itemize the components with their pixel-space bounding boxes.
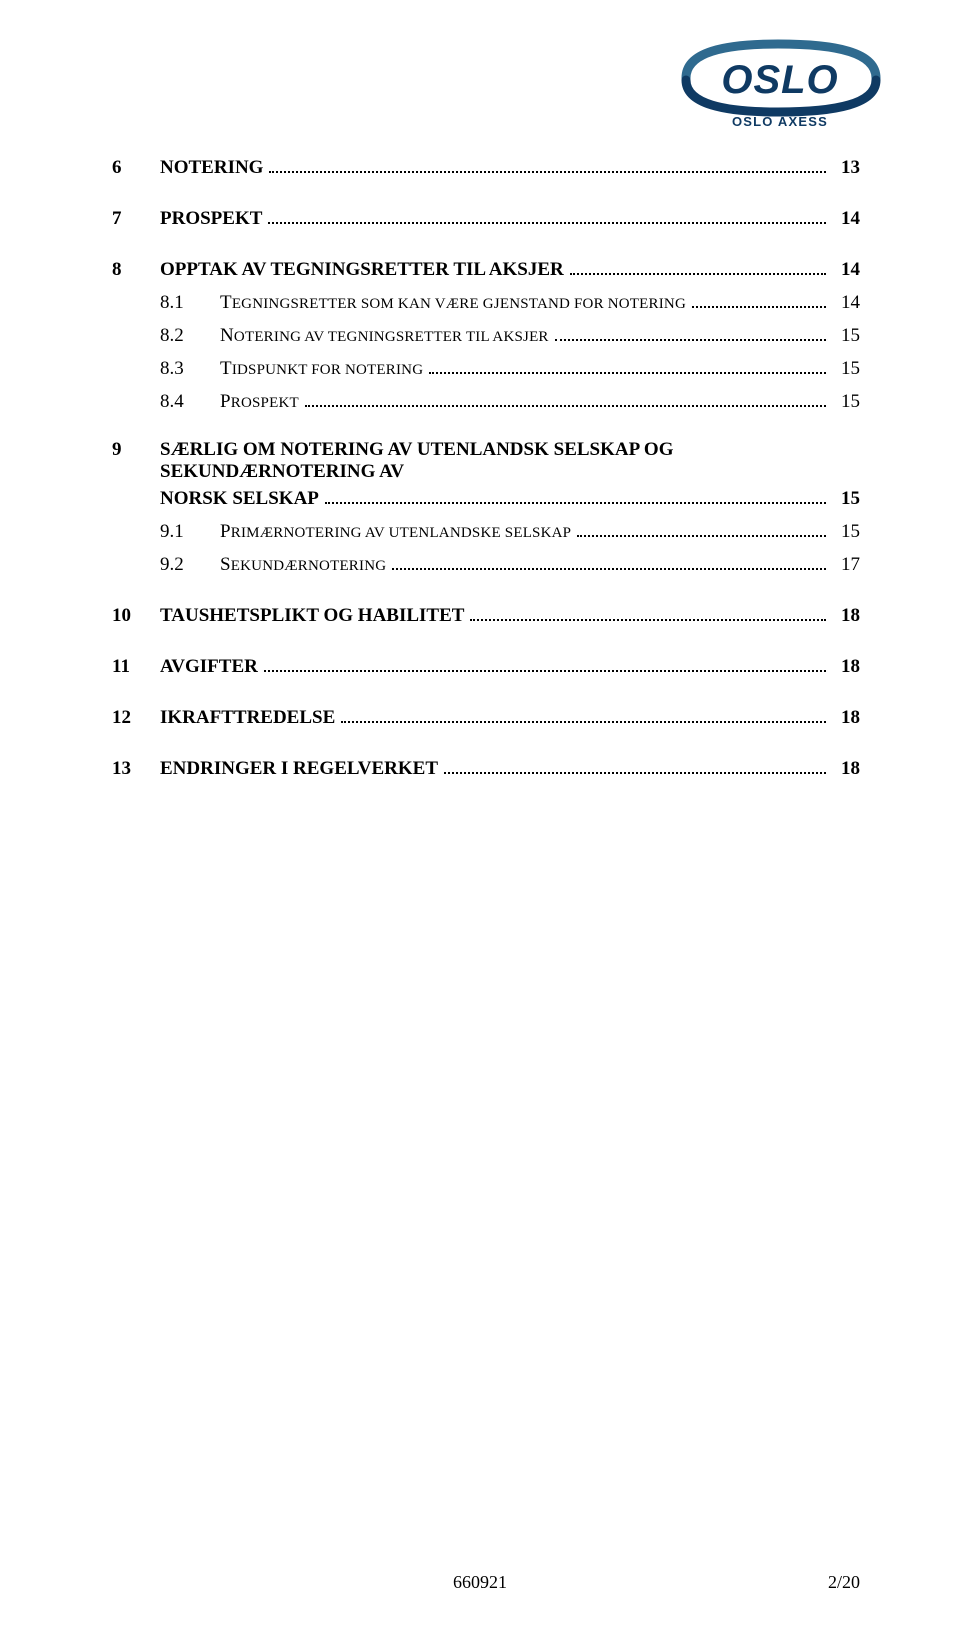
toc-leader	[341, 704, 826, 723]
toc-page: 15	[832, 391, 860, 413]
toc-entry-sub: 9.2Sekundærnotering 17	[112, 551, 860, 576]
toc-entry-main: 8OPPTAK AV TEGNINGSRETTER TIL AKSJER 14	[112, 256, 860, 281]
toc-page: 13	[832, 157, 860, 179]
toc-page: 15	[832, 488, 860, 510]
toc-entry-sub: 8.4Prospekt 15	[112, 388, 860, 413]
toc-title: IKRAFTTREDELSE	[160, 707, 335, 729]
toc-leader	[577, 518, 826, 537]
toc-title: TAUSHETSPLIKT OG HABILITET	[160, 605, 464, 627]
toc-leader	[555, 322, 826, 341]
toc-page: 14	[832, 208, 860, 230]
toc-page: 18	[832, 758, 860, 780]
toc-number: 8.3	[160, 358, 220, 380]
toc-entry-main: 12IKRAFTTREDELSE 18	[112, 704, 860, 729]
toc-leader	[470, 602, 826, 621]
toc-page: 14	[832, 292, 860, 314]
table-of-contents: 6NOTERING137PROSPEKT148OPPTAK AV TEGNING…	[112, 154, 860, 780]
toc-title: SÆRLIG OM NOTERING AV UTENLANDSK SELSKAP…	[160, 439, 860, 483]
toc-entry-main: 13ENDRINGER I REGELVERKET 18	[112, 755, 860, 780]
toc-gap	[112, 421, 860, 439]
toc-title: NORSK SELSKAP	[160, 488, 319, 510]
toc-number: 6	[112, 157, 160, 179]
toc-gap	[112, 238, 860, 256]
toc-number: 8	[112, 259, 160, 281]
toc-entry-main: 10TAUSHETSPLIKT OG HABILITET 18	[112, 602, 860, 627]
toc-leader	[392, 551, 826, 570]
toc-number: 7	[112, 208, 160, 230]
toc-page: 15	[832, 521, 860, 543]
toc-entry-sub: 9.1Primærnotering av utenlandske selskap…	[112, 518, 860, 543]
toc-gap	[112, 737, 860, 755]
toc-leader	[429, 355, 826, 374]
toc-entry-sub: 8.2Notering av tegningsretter til aksjer…	[112, 322, 860, 347]
toc-leader	[325, 485, 826, 504]
toc-gap	[112, 187, 860, 205]
toc-leader	[305, 388, 826, 407]
toc-gap	[112, 686, 860, 704]
toc-page: 18	[832, 605, 860, 627]
toc-page: 18	[832, 707, 860, 729]
toc-title: AVGIFTER	[160, 656, 258, 678]
toc-title: ENDRINGER I REGELVERKET	[160, 758, 438, 780]
toc-entry-sub: 8.3Tidspunkt for notering 15	[112, 355, 860, 380]
toc-number: 9.1	[160, 521, 220, 543]
toc-number: 10	[112, 605, 160, 627]
toc-number: 8.1	[160, 292, 220, 314]
page-number: 2/20	[828, 1572, 860, 1593]
toc-title: Tidspunkt for notering	[220, 358, 423, 380]
toc-page: 17	[832, 554, 860, 576]
toc-title: Tegningsretter som kan være gjenstand fo…	[220, 292, 686, 314]
toc-title: Notering av tegningsretter til aksjer	[220, 325, 549, 347]
toc-leader	[444, 755, 826, 774]
toc-entry-main: 6NOTERING 13	[112, 154, 860, 179]
oslo-axess-logo: OSLO OSLO AXESS	[680, 38, 890, 130]
toc-number: 8.2	[160, 325, 220, 347]
toc-number: 9.2	[160, 554, 220, 576]
toc-title: NOTERING	[160, 157, 263, 179]
document-page: OSLO OSLO AXESS 6NOTERING137PROSPEKT148O…	[0, 0, 960, 1628]
toc-page: 15	[832, 358, 860, 380]
toc-entry-main: 11AVGIFTER 18	[112, 653, 860, 678]
toc-entry-main: 9SÆRLIG OM NOTERING AV UTENLANDSK SELSKA…	[112, 439, 860, 518]
toc-title: PROSPEKT	[160, 208, 262, 230]
toc-entry-main: 7PROSPEKT 14	[112, 205, 860, 230]
document-id: 660921	[453, 1572, 507, 1593]
toc-entry-sub: 8.1Tegningsretter som kan være gjenstand…	[112, 289, 860, 314]
svg-text:OSLO: OSLO	[721, 58, 838, 102]
toc-leader	[570, 256, 826, 275]
toc-leader	[264, 653, 826, 672]
toc-number: 8.4	[160, 391, 220, 413]
toc-leader	[268, 205, 826, 224]
toc-number: 9	[112, 439, 160, 461]
toc-page: 18	[832, 656, 860, 678]
toc-number: 11	[112, 656, 160, 678]
svg-text:OSLO AXESS: OSLO AXESS	[732, 114, 828, 129]
toc-number: 12	[112, 707, 160, 729]
toc-leader	[692, 289, 826, 308]
toc-title: Primærnotering av utenlandske selskap	[220, 521, 571, 543]
toc-number: 13	[112, 758, 160, 780]
toc-title: Sekundærnotering	[220, 554, 386, 576]
toc-page: 14	[832, 259, 860, 281]
toc-gap	[112, 635, 860, 653]
toc-leader	[269, 154, 826, 173]
toc-gap	[112, 584, 860, 602]
toc-title: Prospekt	[220, 391, 299, 413]
toc-title: OPPTAK AV TEGNINGSRETTER TIL AKSJER	[160, 259, 564, 281]
toc-page: 15	[832, 325, 860, 347]
